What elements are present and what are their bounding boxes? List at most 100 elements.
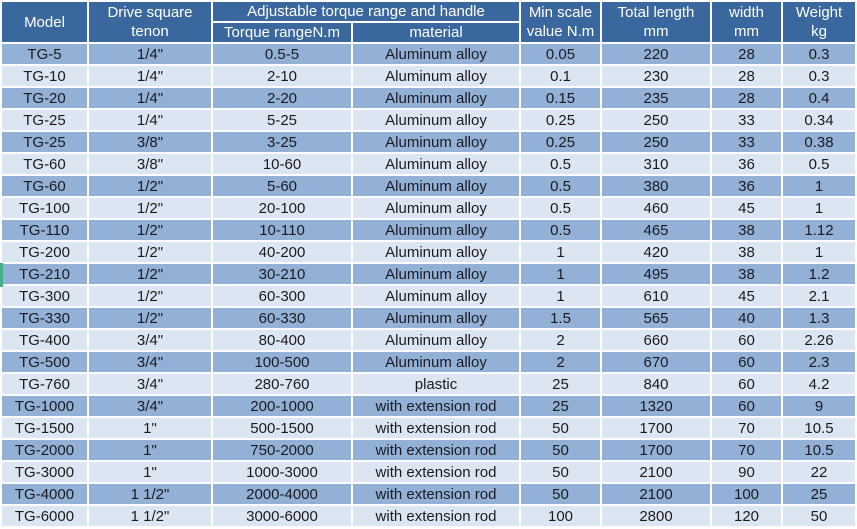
- cell-min-scale: 0.15: [521, 88, 600, 108]
- cell-material: Aluminum alloy: [353, 154, 519, 174]
- cell-total-length: 2800: [602, 506, 710, 526]
- cell-total-length: 840: [602, 374, 710, 394]
- table-row: TG-5 1/4" 0.5-5 Aluminum alloy 0.05 220 28 0.3: [2, 44, 855, 64]
- header-weight-line2: kg: [811, 23, 827, 40]
- table-row: TG-25 3/8" 3-25 Aluminum alloy 0.25 250 33 0.38: [2, 132, 855, 152]
- cell-width: 38: [712, 220, 781, 240]
- cell-total-length: 565: [602, 308, 710, 328]
- cell-weight: 10.5: [783, 440, 855, 460]
- cell-min-scale: 25: [521, 374, 600, 394]
- cell-torque-range: 80-400: [213, 330, 351, 350]
- cell-drive-square-tenon: 1/2": [89, 308, 211, 328]
- cell-total-length: 380: [602, 176, 710, 196]
- cell-total-length: 250: [602, 132, 710, 152]
- cell-weight: 10.5: [783, 418, 855, 438]
- cell-model: TG-25: [2, 132, 87, 152]
- cell-material: Aluminum alloy: [353, 286, 519, 306]
- cell-model: TG-210: [2, 264, 87, 284]
- cell-width: 28: [712, 44, 781, 64]
- cell-total-length: 1320: [602, 396, 710, 416]
- cell-weight: 9: [783, 396, 855, 416]
- cell-torque-range: 2-20: [213, 88, 351, 108]
- cell-drive-square-tenon: 1/4": [89, 44, 211, 64]
- cell-drive-square-tenon: 1/2": [89, 286, 211, 306]
- cell-weight: 2.26: [783, 330, 855, 350]
- cell-width: 60: [712, 330, 781, 350]
- row-highlight-marker: [0, 263, 3, 287]
- cell-torque-range: 500-1500: [213, 418, 351, 438]
- cell-material: with extension rod: [353, 396, 519, 416]
- table-row: TG-3000 1" 1000-3000 with extension rod 50 21…: [2, 462, 855, 482]
- cell-drive-square-tenon: 1/4": [89, 88, 211, 108]
- cell-weight: 4.2: [783, 374, 855, 394]
- cell-torque-range: 5-25: [213, 110, 351, 130]
- cell-drive-square-tenon: 1": [89, 462, 211, 482]
- table-row: TG-60 1/2" 5-60 Aluminum alloy 0.5 380 36 1: [2, 176, 855, 196]
- cell-torque-range: 20-100: [213, 198, 351, 218]
- cell-min-scale: 50: [521, 462, 600, 482]
- cell-weight: 1.3: [783, 308, 855, 328]
- cell-total-length: 460: [602, 198, 710, 218]
- cell-material: Aluminum alloy: [353, 66, 519, 86]
- table-header: Model Drive square tenon Adjustable torq…: [2, 2, 855, 42]
- cell-model: TG-3000: [2, 462, 87, 482]
- cell-total-length: 1700: [602, 440, 710, 460]
- header-drive-line1: Drive square: [107, 4, 193, 21]
- cell-material: Aluminum alloy: [353, 88, 519, 108]
- header-model-label: Model: [24, 13, 65, 31]
- cell-torque-range: 100-500: [213, 352, 351, 372]
- cell-width: 120: [712, 506, 781, 526]
- cell-torque-range: 2000-4000: [213, 484, 351, 504]
- cell-drive-square-tenon: 1/2": [89, 264, 211, 284]
- cell-width: 28: [712, 88, 781, 108]
- cell-torque-range: 30-210: [213, 264, 351, 284]
- cell-model: TG-330: [2, 308, 87, 328]
- cell-width: 70: [712, 418, 781, 438]
- cell-material: Aluminum alloy: [353, 132, 519, 152]
- table-row: TG-4000 1 1/2" 2000-4000 with extension rod…: [2, 484, 855, 504]
- cell-weight: 1.2: [783, 264, 855, 284]
- cell-total-length: 420: [602, 242, 710, 262]
- cell-model: TG-110: [2, 220, 87, 240]
- table-row: TG-500 3/4" 100-500 Aluminum alloy 2 670 60 2.3: [2, 352, 855, 372]
- header-min-scale: Min scale value N.m: [521, 2, 600, 42]
- cell-material: Aluminum alloy: [353, 198, 519, 218]
- cell-torque-range: 200-1000: [213, 396, 351, 416]
- cell-weight: 1: [783, 242, 855, 262]
- cell-weight: 0.5: [783, 154, 855, 174]
- cell-width: 36: [712, 154, 781, 174]
- cell-weight: 2.1: [783, 286, 855, 306]
- table-row: TG-330 1/2" 60-330 Aluminum alloy 1.5 565 40 1.…: [2, 308, 855, 328]
- cell-total-length: 250: [602, 110, 710, 130]
- cell-drive-square-tenon: 1/4": [89, 110, 211, 130]
- cell-model: TG-6000: [2, 506, 87, 526]
- cell-min-scale: 0.5: [521, 220, 600, 240]
- cell-drive-square-tenon: 3/8": [89, 132, 211, 152]
- table-row: TG-20 1/4" 2-20 Aluminum alloy 0.15 235 28 0.4: [2, 88, 855, 108]
- cell-model: TG-1000: [2, 396, 87, 416]
- cell-drive-square-tenon: 3/4": [89, 396, 211, 416]
- cell-torque-range: 0.5-5: [213, 44, 351, 64]
- table-row: TG-100 1/2" 20-100 Aluminum alloy 0.5 460 45 1: [2, 198, 855, 218]
- cell-min-scale: 2: [521, 330, 600, 350]
- cell-min-scale: 1: [521, 242, 600, 262]
- cell-width: 33: [712, 110, 781, 130]
- cell-drive-square-tenon: 1/2": [89, 176, 211, 196]
- table-row: TG-200 1/2" 40-200 Aluminum alloy 1 420 38 1: [2, 242, 855, 262]
- table-row: TG-2000 1" 750-2000 with extension rod 50 170…: [2, 440, 855, 460]
- cell-drive-square-tenon: 1": [89, 418, 211, 438]
- cell-width: 36: [712, 176, 781, 196]
- cell-drive-square-tenon: 1 1/2": [89, 484, 211, 504]
- table-row: TG-10 1/4" 2-10 Aluminum alloy 0.1 230 28 0.3: [2, 66, 855, 86]
- cell-min-scale: 0.5: [521, 176, 600, 196]
- cell-weight: 2.3: [783, 352, 855, 372]
- header-total-length-line2: mm: [643, 23, 669, 40]
- header-total-length-line1: Total length: [617, 4, 695, 21]
- cell-width: 45: [712, 286, 781, 306]
- cell-total-length: 1700: [602, 418, 710, 438]
- cell-weight: 50: [783, 506, 855, 526]
- cell-width: 38: [712, 242, 781, 262]
- cell-weight: 0.34: [783, 110, 855, 130]
- header-torque-group-label: Adjustable torque range and handle: [247, 3, 485, 20]
